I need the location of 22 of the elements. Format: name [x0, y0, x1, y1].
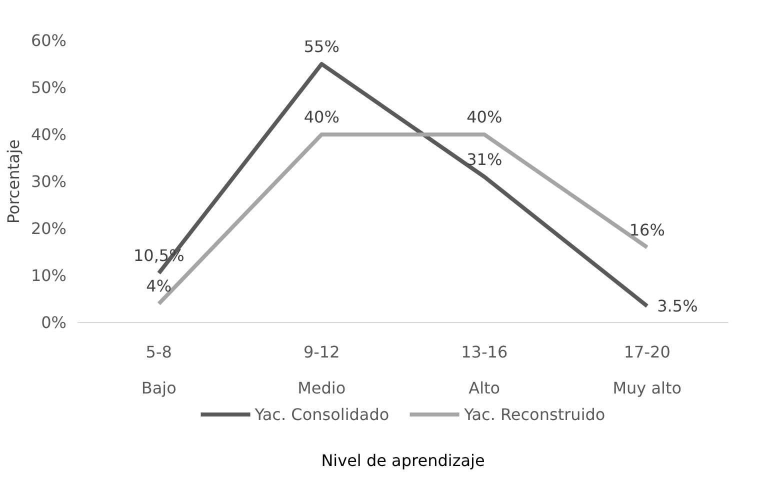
x-tick-label: 9-12 Medio	[298, 342, 346, 398]
x-tick-label: 17-20 Muy alto	[612, 342, 682, 398]
x-tick-label: 5-8 Bajo	[141, 342, 176, 398]
y-tick-label: 30%	[30, 172, 66, 191]
data-label: 31%	[466, 150, 502, 169]
data-label: 40%	[466, 108, 502, 126]
x-axis-title: Nivel de aprendizaje	[321, 451, 485, 470]
data-label: 55%	[304, 37, 340, 56]
y-tick-label: 10%	[30, 266, 66, 285]
y-tick-label: 40%	[30, 125, 66, 144]
data-label: 40%	[304, 108, 340, 126]
data-label: 16%	[629, 220, 665, 240]
data-label: 4%	[146, 276, 172, 296]
y-axis-title: Porcentaje	[4, 139, 23, 224]
legend-label: Yac. Reconstruido	[464, 404, 606, 424]
data-label: 3.5%	[657, 296, 698, 316]
y-tick-label: 60%	[30, 31, 66, 50]
x-tick-label: 13-16 Alto	[461, 342, 508, 398]
y-tick-label: 20%	[30, 219, 66, 238]
legend-label: Yac. Consolidado	[254, 404, 390, 424]
y-tick-label: 50%	[30, 78, 66, 97]
y-tick-label: 0%	[41, 313, 67, 332]
